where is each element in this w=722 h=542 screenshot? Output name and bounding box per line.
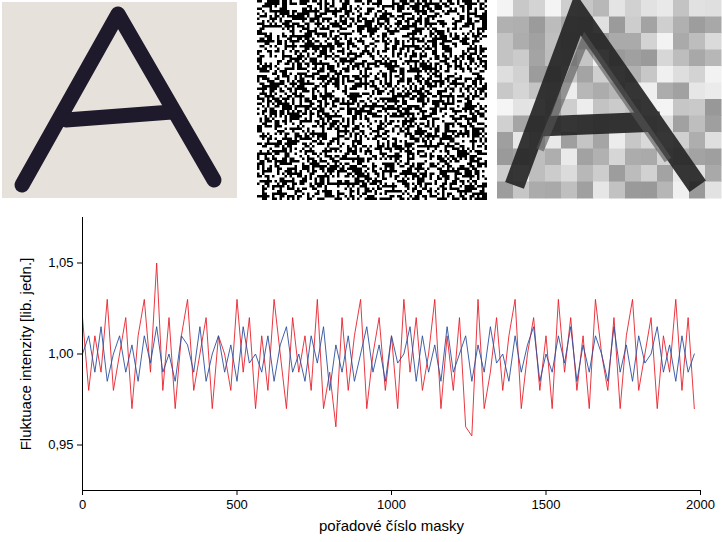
svg-text:Fluktuace intenzity [lib. jedn: Fluktuace intenzity [lib. jedn.]	[17, 258, 34, 451]
svg-text:0,95: 0,95	[48, 437, 73, 452]
svg-text:0: 0	[79, 497, 86, 512]
svg-text:500: 500	[226, 497, 248, 512]
svg-text:1000: 1000	[377, 497, 406, 512]
svg-text:1,00: 1,00	[48, 346, 73, 361]
svg-text:2000: 2000	[686, 497, 715, 512]
svg-text:pořadové číslo masky: pořadové číslo masky	[319, 517, 465, 534]
svg-text:1,05: 1,05	[48, 255, 73, 270]
svg-text:1500: 1500	[532, 497, 561, 512]
